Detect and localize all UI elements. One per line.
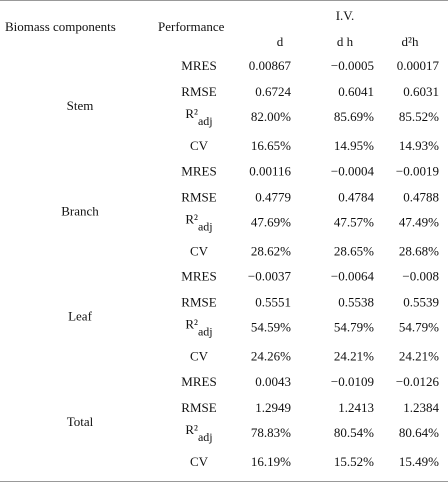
header-column: d²h	[402, 34, 419, 49]
cell-value: 0.00116	[249, 163, 291, 178]
cell-value: 28.62%	[251, 243, 291, 258]
header-group: I.V.	[336, 8, 355, 23]
metric-base: R²	[185, 106, 198, 121]
metric-base: R²	[185, 422, 198, 437]
cell-value: −0.0064	[331, 269, 375, 284]
metric-sub: adj	[198, 324, 213, 338]
metric-label: MRES	[181, 58, 216, 73]
header-column: d	[277, 34, 284, 49]
metric-label: RMSE	[181, 189, 216, 204]
metric-label: MRES	[181, 269, 216, 284]
cell-value: 15.49%	[399, 454, 439, 469]
cell-value: 85.52%	[399, 109, 439, 124]
cell-value: 0.6031	[403, 84, 439, 99]
cell-value: 14.95%	[334, 138, 374, 153]
cell-value: 28.68%	[399, 243, 439, 258]
cell-value: 54.79%	[334, 320, 374, 335]
cell-value: 0.5551	[255, 295, 291, 310]
cell-value: 14.93%	[399, 138, 439, 153]
cell-value: 24.26%	[251, 349, 291, 364]
cell-value: −0.0109	[331, 374, 374, 389]
group-label: Stem	[67, 98, 94, 113]
cell-value: 0.4779	[255, 189, 291, 204]
cell-value: −0.0004	[331, 163, 375, 178]
metric-label: R²adj	[185, 317, 212, 339]
cell-value: −0.0019	[396, 163, 439, 178]
cell-value: 54.79%	[399, 320, 439, 335]
cell-value: 0.00867	[249, 58, 292, 73]
cell-value: 78.83%	[251, 425, 291, 440]
cell-value: −0.008	[402, 269, 439, 284]
header-column: d h	[337, 34, 354, 49]
metric-sub: adj	[198, 219, 213, 233]
cell-value: 80.64%	[399, 425, 439, 440]
metric-base: R²	[185, 317, 198, 332]
cell-value: 0.00017	[397, 58, 440, 73]
cell-value: 85.69%	[334, 109, 374, 124]
cell-value: −0.0126	[396, 374, 440, 389]
metric-label: CV	[190, 454, 209, 469]
cell-value: 1.2949	[255, 400, 291, 415]
metric-sub: adj	[198, 430, 213, 444]
metric-label: RMSE	[181, 84, 216, 99]
group-label: Total	[67, 414, 94, 429]
metric-label: CV	[190, 243, 209, 258]
cell-value: 15.52%	[334, 454, 374, 469]
header-performance: Performance	[158, 19, 225, 34]
cell-value: 16.65%	[251, 138, 291, 153]
cell-value: 0.6041	[338, 84, 374, 99]
group-label: Leaf	[68, 309, 92, 324]
cell-value: 47.57%	[334, 214, 374, 229]
cell-value: 16.19%	[251, 454, 291, 469]
cell-value: 0.6724	[255, 84, 291, 99]
cell-value: 0.5538	[338, 295, 374, 310]
cell-value: 0.4784	[338, 189, 374, 204]
cell-value: 54.59%	[251, 320, 291, 335]
cell-value: 82.00%	[251, 109, 291, 124]
cell-value: 1.2413	[338, 400, 374, 415]
metric-label: MRES	[181, 374, 216, 389]
metric-sub: adj	[198, 114, 213, 128]
header-component: Biomass components	[5, 19, 116, 34]
cell-value: 0.5539	[403, 295, 439, 310]
cell-value: −0.0037	[248, 269, 292, 284]
cell-value: 47.49%	[399, 214, 439, 229]
metric-label: CV	[190, 138, 209, 153]
metric-label: R²adj	[185, 211, 212, 233]
cell-value: 24.21%	[399, 349, 439, 364]
metric-label: RMSE	[181, 400, 216, 415]
cell-value: 24.21%	[334, 349, 374, 364]
cell-value: 28.65%	[334, 243, 374, 258]
cell-value: 0.4788	[403, 189, 439, 204]
cell-value: 80.54%	[334, 425, 374, 440]
cell-value: 0.0043	[255, 374, 291, 389]
metric-label: R²adj	[185, 106, 212, 128]
group-label: Branch	[61, 203, 99, 218]
cell-value: 1.2384	[403, 400, 439, 415]
metric-label: CV	[190, 349, 209, 364]
cell-value: −0.0005	[331, 58, 374, 73]
cell-value: 47.69%	[251, 214, 291, 229]
metric-label: MRES	[181, 163, 216, 178]
metric-label: RMSE	[181, 295, 216, 310]
metric-label: R²adj	[185, 422, 212, 444]
metric-base: R²	[185, 211, 198, 226]
